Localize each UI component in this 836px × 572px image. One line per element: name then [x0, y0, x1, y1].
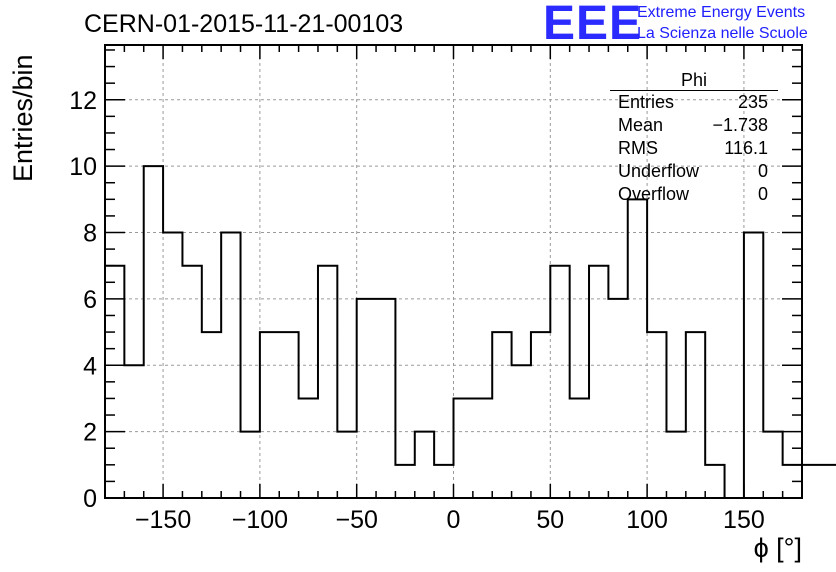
- stats-label: Mean: [618, 115, 664, 135]
- histogram-bin: [124, 365, 143, 498]
- histogram-bin: [647, 332, 666, 498]
- histogram-bin: [821, 465, 836, 498]
- y-tick-label: 2: [83, 419, 97, 447]
- histogram-bin: [241, 432, 260, 498]
- histogram-bin: [492, 332, 511, 498]
- stats-value: 0: [757, 184, 768, 204]
- histogram-bin: [415, 432, 434, 498]
- stats-row-underflow: Underflow 0: [610, 160, 778, 183]
- x-tick-label: −100: [232, 506, 288, 534]
- histogram-bin: [705, 465, 724, 498]
- histogram-bin: [454, 398, 473, 498]
- histogram-bin: [260, 332, 279, 498]
- stats-row-mean: Mean −1.738: [610, 114, 778, 137]
- stats-label: Entries: [618, 92, 675, 112]
- stats-label: Underflow: [618, 161, 700, 181]
- histogram-bin: [357, 299, 376, 498]
- eee-logo: EEE: [543, 0, 643, 50]
- x-tick-label: −50: [335, 506, 377, 534]
- histogram-bin: [202, 332, 221, 498]
- histogram-bin: [337, 432, 356, 498]
- histogram-bin: [318, 266, 337, 498]
- histogram-bin: [395, 465, 414, 498]
- y-tick-label: 8: [83, 220, 97, 248]
- stats-value: 116.1: [724, 138, 768, 158]
- x-tick-label: 100: [626, 506, 668, 534]
- stats-box: Phi Entries 235 Mean −1.738 RMS 116.1 Un…: [610, 70, 778, 206]
- histogram-series-line: [105, 165, 836, 499]
- x-tick-label: −150: [135, 506, 191, 534]
- stats-title: Phi: [610, 70, 778, 91]
- stats-row-entries: Entries 235: [610, 91, 778, 114]
- logo-line-2: La Scienza nelle Scuole: [637, 25, 808, 42]
- x-tick-label: 0: [447, 506, 461, 534]
- y-axis-label: Entries/bin: [8, 54, 38, 182]
- histogram-bin: [666, 432, 685, 498]
- y-tick-label: 0: [83, 485, 97, 513]
- stats-row-overflow: Overflow 0: [610, 183, 778, 206]
- histogram-bin: [182, 266, 201, 498]
- histogram-bin: [550, 266, 569, 498]
- histogram-bin: [686, 332, 705, 498]
- stats-value: 235: [737, 92, 768, 112]
- stats-label: Overflow: [618, 184, 690, 204]
- histogram-bin: [628, 199, 647, 498]
- stats-label: RMS: [618, 138, 658, 158]
- histogram-bin: [473, 398, 492, 498]
- histogram-bin: [608, 299, 627, 498]
- histogram-bin: [279, 332, 298, 498]
- plot-frame: [104, 44, 803, 499]
- histogram-bin: [589, 266, 608, 498]
- histogram-bin: [144, 166, 163, 498]
- logo-line-1: Extreme Energy Events: [637, 4, 806, 21]
- histogram-bin: [299, 398, 318, 498]
- chart-title: CERN-01-2015-11-21-00103: [84, 10, 404, 38]
- x-tick-label: 50: [536, 506, 564, 534]
- stats-row-rms: RMS 116.1: [610, 137, 778, 160]
- stats-value: 0: [757, 161, 768, 181]
- y-tick-label: 12: [69, 87, 97, 115]
- histogram-bin: [802, 465, 821, 498]
- histogram-bin: [531, 332, 550, 498]
- x-tick-label: 150: [723, 506, 765, 534]
- histogram-bin: [376, 299, 395, 498]
- y-tick-label: 6: [83, 286, 97, 314]
- x-axis-label: ϕ [°]: [753, 533, 802, 563]
- stats-value: −1.738: [712, 115, 768, 135]
- y-tick-label: 10: [69, 153, 97, 181]
- y-tick-label: 4: [83, 352, 97, 380]
- histogram-bin: [570, 398, 589, 498]
- histogram-bin: [763, 432, 782, 498]
- histogram-bin: [434, 465, 453, 498]
